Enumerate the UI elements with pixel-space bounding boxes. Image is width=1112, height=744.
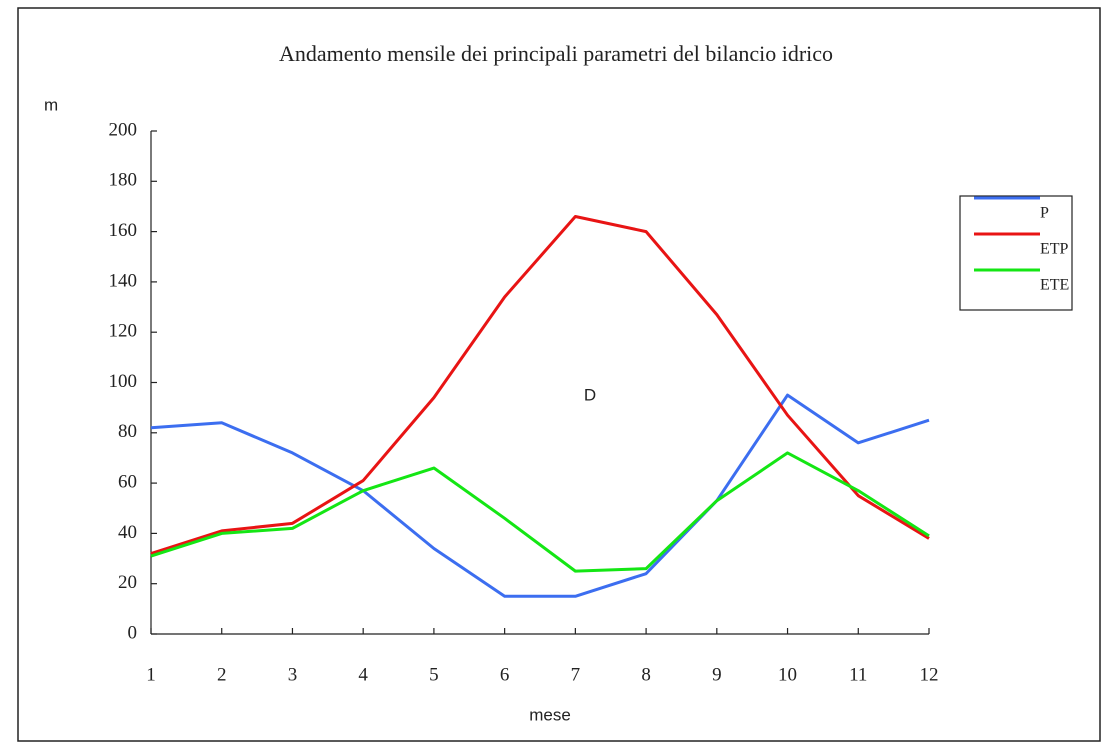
x-tick-label: 3 xyxy=(288,664,298,685)
y-tick-label: 120 xyxy=(109,321,138,342)
y-tick-label: 200 xyxy=(109,119,138,140)
x-tick-label: 1 xyxy=(146,664,156,685)
y-tick-label: 180 xyxy=(109,170,138,191)
x-tick-label: 2 xyxy=(217,664,227,685)
data-line xyxy=(150,215,930,555)
x-axis-label: mese xyxy=(529,705,571,724)
y-tick-label: 80 xyxy=(118,421,137,442)
frame xyxy=(17,7,1101,742)
x-tick-label: 7 xyxy=(571,664,581,685)
y-tick-label: 0 xyxy=(128,622,138,643)
y-tick-label: 140 xyxy=(109,270,138,291)
legend-label: ETE xyxy=(1040,277,1069,294)
x-tick-label: 4 xyxy=(358,664,368,685)
data-line xyxy=(150,393,930,598)
x-tick-label: 9 xyxy=(712,664,722,685)
chart-title: Andamento mensile dei principali paramet… xyxy=(279,41,833,66)
x-tick-label: 12 xyxy=(920,664,939,685)
x-tick-label: 11 xyxy=(849,664,867,685)
legend-label: ETP xyxy=(1040,241,1069,258)
x-tick-label: 10 xyxy=(778,664,797,685)
y-tick-label: 60 xyxy=(118,471,137,492)
y-tick-label: 20 xyxy=(118,572,137,593)
x-tick-label: 6 xyxy=(500,664,510,685)
y-tick-label: 160 xyxy=(109,220,138,241)
legend-box xyxy=(959,195,1073,311)
x-tick-label: 5 xyxy=(429,664,439,685)
y-tick-label: 40 xyxy=(118,522,137,543)
annotation: D xyxy=(584,385,596,404)
y-tick-label: 100 xyxy=(109,371,138,392)
x-tick-label: 8 xyxy=(641,664,651,685)
legend-label: P xyxy=(1040,205,1049,222)
y-axis-label: m xyxy=(44,95,58,114)
data-line xyxy=(150,451,930,573)
